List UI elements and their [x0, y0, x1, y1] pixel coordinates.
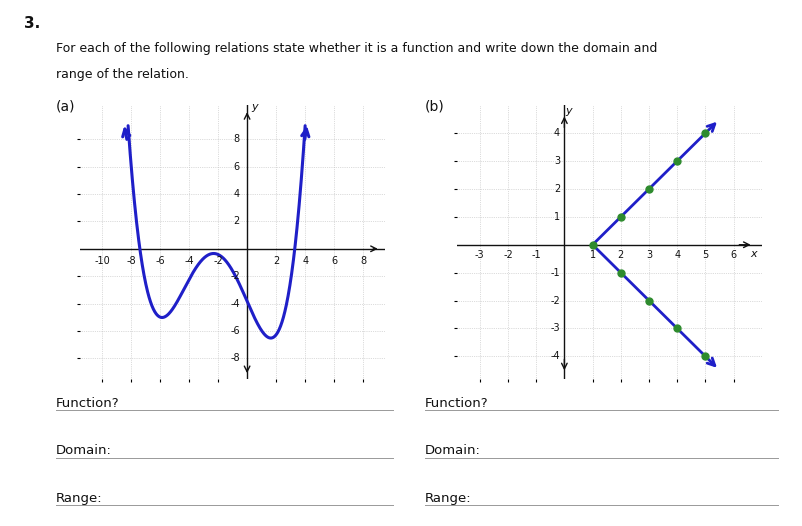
- Text: -1: -1: [550, 268, 560, 278]
- Text: 3: 3: [646, 250, 652, 260]
- Text: Range:: Range:: [425, 492, 472, 505]
- Text: -4: -4: [230, 298, 240, 309]
- Text: For each of the following relations state whether it is a function and write dow: For each of the following relations stat…: [56, 42, 658, 55]
- Text: 5: 5: [703, 250, 709, 260]
- Text: 2: 2: [233, 216, 240, 227]
- Text: Function?: Function?: [56, 397, 119, 410]
- Text: -8: -8: [126, 256, 136, 266]
- Text: -8: -8: [230, 353, 240, 363]
- Text: -1: -1: [532, 250, 541, 260]
- Text: -2: -2: [230, 271, 240, 281]
- Text: 1: 1: [589, 250, 596, 260]
- Text: -4: -4: [184, 256, 194, 266]
- Text: 6: 6: [233, 161, 240, 172]
- Text: x: x: [751, 249, 757, 259]
- Text: Range:: Range:: [56, 492, 103, 505]
- Text: 3.: 3.: [24, 16, 40, 31]
- Text: y: y: [251, 102, 257, 112]
- Text: -2: -2: [213, 256, 223, 266]
- Text: Domain:: Domain:: [425, 444, 481, 458]
- Text: 4: 4: [674, 250, 680, 260]
- Text: -6: -6: [156, 256, 165, 266]
- Text: range of the relation.: range of the relation.: [56, 68, 189, 82]
- Text: 6: 6: [731, 250, 737, 260]
- Text: 8: 8: [360, 256, 367, 266]
- Text: 4: 4: [554, 128, 560, 138]
- Text: 6: 6: [331, 256, 337, 266]
- Text: Domain:: Domain:: [56, 444, 112, 458]
- Text: 2: 2: [273, 256, 279, 266]
- Text: (a): (a): [56, 100, 75, 114]
- Text: -10: -10: [94, 256, 110, 266]
- Text: y: y: [565, 106, 572, 116]
- Text: 1: 1: [554, 212, 560, 222]
- Text: (b): (b): [425, 100, 445, 114]
- Text: 4: 4: [302, 256, 308, 266]
- Text: -3: -3: [550, 323, 560, 333]
- Text: -4: -4: [550, 351, 560, 361]
- Text: 2: 2: [554, 184, 560, 194]
- Text: 2: 2: [618, 250, 624, 260]
- Text: -6: -6: [230, 326, 240, 336]
- Text: -2: -2: [550, 296, 560, 306]
- Text: 8: 8: [233, 134, 240, 145]
- Text: -2: -2: [503, 250, 512, 260]
- Text: -3: -3: [475, 250, 484, 260]
- Text: Function?: Function?: [425, 397, 488, 410]
- Text: 3: 3: [554, 156, 560, 166]
- Text: 4: 4: [233, 189, 240, 199]
